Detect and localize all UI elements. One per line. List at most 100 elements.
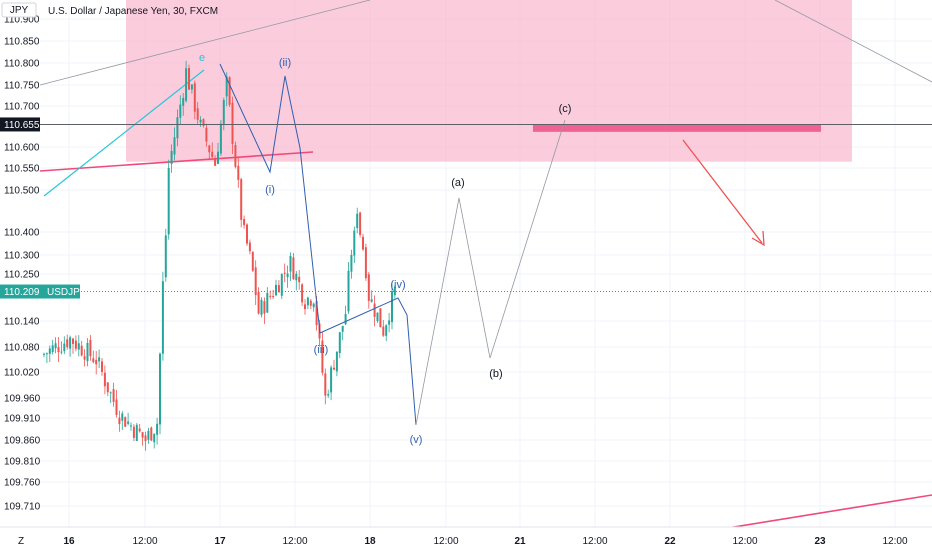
y-tick-label: 110.140 [4,317,40,328]
trend-lines [39,0,932,531]
down-arrow-line [682,139,763,244]
candle-body [263,301,266,314]
lower-trendline [714,494,932,531]
candle-body [193,83,196,112]
candle-body [219,123,222,154]
candle-body [72,338,74,344]
target-band [533,124,821,132]
candle-body [260,299,263,315]
candle-body [362,236,364,250]
candle-body [292,257,295,280]
candle-body [286,273,289,278]
candle-body [222,100,225,124]
candle-body [344,313,347,325]
y-tick-label: 110.300 [4,251,40,262]
candle-body [153,433,156,443]
candle-body [234,145,237,167]
chart-title: U.S. Dollar / Japanese Yen, 30, FXCM [48,6,218,17]
candle-body [280,274,283,296]
x-tick-label: 12:00 [882,536,907,547]
candle-body [385,325,388,336]
candle-body [144,435,147,442]
candle-body [86,342,89,362]
candle-body [327,394,330,396]
candle-body [248,242,251,252]
candle-body [138,428,141,432]
symbol-badge[interactable] [1,2,37,18]
candle-body [283,272,286,274]
candle-body [43,353,45,355]
wave-paths [219,63,566,426]
candle-body [92,358,95,363]
candle-body [135,424,138,442]
candle-body [205,127,208,142]
candle-body [159,353,161,425]
candle-body [335,351,338,372]
x-tick-label: 23 [814,536,826,547]
candle-body [364,247,367,279]
down-arrow-head [751,230,765,247]
candle-body [356,213,359,229]
y-tick-label: 110.800 [4,59,40,70]
candle-body [124,417,127,427]
y-tick-label: 110.700 [4,102,40,113]
candle-body [51,345,54,352]
price-axis[interactable]: 110.900 110.850 110.800 110.750 110.700 110.6… [0,0,87,527]
candle-body [266,292,269,313]
candle-body [312,303,315,308]
level-price-label: 110.655 [4,120,40,131]
candle-body [315,300,318,326]
x-tick-label: 18 [364,536,376,547]
candle-body [240,179,243,220]
candle-body [150,427,153,441]
candle-body [167,168,170,235]
candle-body [147,430,150,440]
candle-body [382,326,385,336]
x-tick-label: 12:00 [282,536,307,547]
candle-body [199,119,202,123]
candle-body [179,104,182,118]
x-tick-label: 12:00 [582,536,607,547]
candle-body [298,276,301,283]
candle-body [176,117,179,139]
auto-scale-toggle[interactable]: Z [18,536,24,547]
candle-body [89,339,92,357]
y-tick-label: 110.080 [4,343,40,354]
candle-body [231,102,234,144]
candle-body [95,359,98,365]
y-tick-label: 109.810 [4,457,41,468]
candle-body [211,151,214,158]
candle-body [196,108,199,120]
wave-label: (v) [410,434,423,446]
candle-body [379,308,382,328]
candle-body [170,150,173,164]
level-price-badge [0,117,40,132]
candle-body [388,320,391,325]
wave-label: (c) [559,103,572,115]
candle-body [121,413,124,421]
candle-body [103,372,106,387]
candle-body [289,255,292,272]
y-tick-label: 110.400 [4,228,40,239]
candle-body [217,151,219,164]
candle-body [118,417,121,425]
last-price-label: 110.209 [4,287,40,298]
y-tick-label: 109.760 [4,478,41,489]
y-tick-label: 109.860 [4,436,41,447]
candle-body [353,230,356,256]
candle-body [391,291,393,323]
impulse-wave-path [219,63,417,426]
candle-body [251,251,254,271]
candle-body [188,68,190,90]
candle-body [277,285,280,293]
candle-body [301,284,304,303]
candle-body [77,343,80,350]
time-axis[interactable]: 16 12:00 17 12:00 18 12:00 21 12:00 22 12:00 23 12:… [0,526,932,550]
candle-body [272,295,275,297]
candle-body [83,356,86,360]
candle-body [269,295,272,297]
candle-body [254,267,257,296]
candle-body [109,392,112,394]
candle-body [246,224,248,244]
